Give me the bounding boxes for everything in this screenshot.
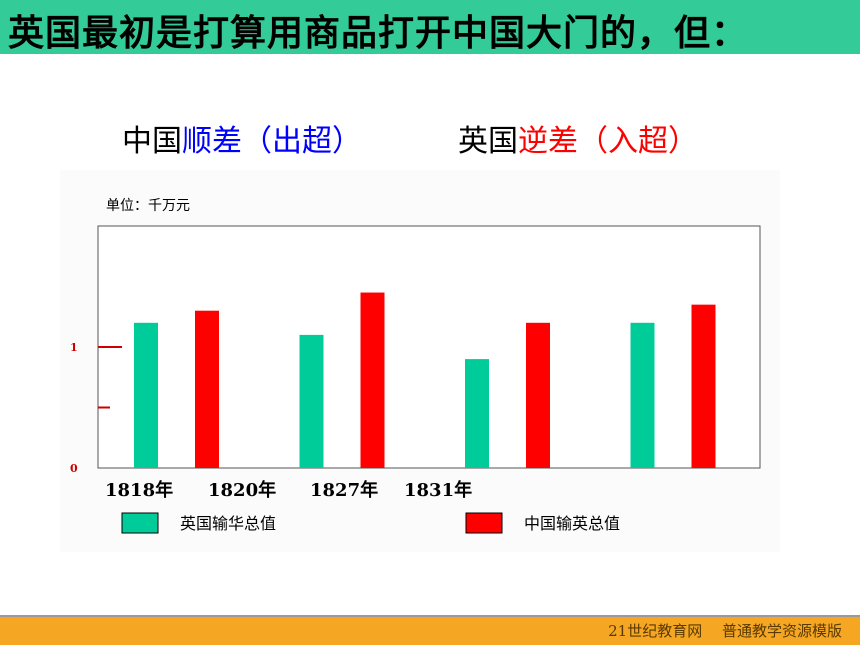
x-tick-label: 1820年 [208, 479, 276, 501]
bar-uk [465, 359, 489, 468]
subtitle-britain-suffix: （入超） [578, 124, 698, 159]
title-bar [0, 0, 860, 54]
bar-cn [195, 310, 219, 468]
legend-label: 英国输华总值 [180, 514, 276, 533]
subtitle-china: 中国顺差（出超） [122, 116, 362, 160]
subtitle-china-highlight: 顺差 [182, 124, 242, 159]
bar-uk [299, 334, 324, 468]
bar-cn [360, 292, 385, 468]
chart-panel: 单位：千万元 0 1 1818年 1820年 1827年 1831年英国输华总值 中国输英总值 [60, 170, 780, 552]
legend-label: 中国输英总值 [524, 514, 620, 533]
subtitle-britain-highlight: 逆差 [518, 124, 578, 159]
subtitle-china-prefix: 中国 [122, 124, 182, 159]
bar-uk [630, 322, 655, 468]
y-tick-label: 1 [70, 341, 78, 354]
footer-divider [0, 615, 860, 617]
x-tick-label: 1831年 [404, 479, 472, 501]
footer-text: 21世纪教育网 普通教学资源模版 [608, 622, 842, 640]
legend-swatch [465, 512, 503, 534]
x-tick-label: 1827年 [310, 479, 378, 501]
x-tick-label: 1818年 [105, 479, 173, 501]
y-tick-label: 0 [70, 462, 78, 475]
subtitle-britain: 英国逆差（入超） [458, 116, 698, 160]
subtitle-china-suffix: （出超） [242, 124, 362, 159]
bar-cn [691, 304, 716, 468]
unit-label: 单位：千万元 [106, 198, 190, 214]
bar-cn [526, 322, 550, 468]
bar-uk [134, 322, 158, 468]
slide-title: 英国最初是打算用商品打开中国大门的，但： [8, 12, 749, 54]
footer-bar [0, 617, 860, 645]
subtitle-britain-prefix: 英国 [458, 124, 518, 159]
legend-swatch [121, 512, 159, 534]
